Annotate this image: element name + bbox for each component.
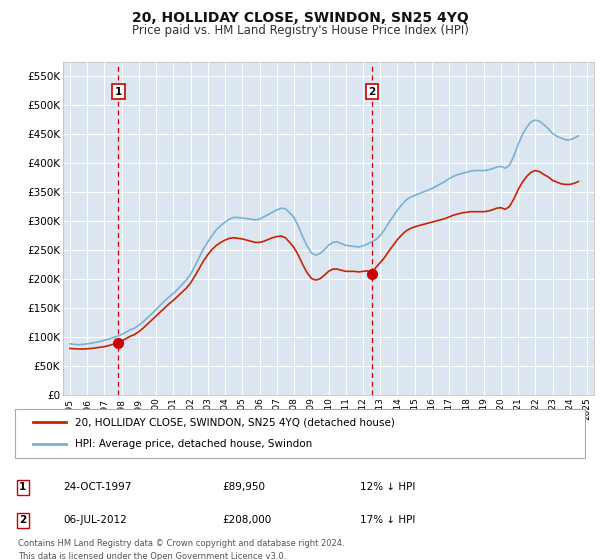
Text: 06-JUL-2012: 06-JUL-2012 (63, 515, 127, 525)
FancyBboxPatch shape (15, 409, 585, 459)
Text: £208,000: £208,000 (222, 515, 271, 525)
Text: 2: 2 (368, 87, 376, 96)
Text: 17% ↓ HPI: 17% ↓ HPI (360, 515, 415, 525)
Text: 2: 2 (19, 515, 26, 525)
Text: 20, HOLLIDAY CLOSE, SWINDON, SN25 4YQ (detached house): 20, HOLLIDAY CLOSE, SWINDON, SN25 4YQ (d… (75, 417, 395, 427)
Text: £89,950: £89,950 (222, 482, 265, 492)
Text: Contains HM Land Registry data © Crown copyright and database right 2024.
This d: Contains HM Land Registry data © Crown c… (18, 539, 344, 560)
Text: Price paid vs. HM Land Registry's House Price Index (HPI): Price paid vs. HM Land Registry's House … (131, 24, 469, 38)
Text: 24-OCT-1997: 24-OCT-1997 (63, 482, 131, 492)
Text: 1: 1 (19, 482, 26, 492)
Text: 12% ↓ HPI: 12% ↓ HPI (360, 482, 415, 492)
Text: HPI: Average price, detached house, Swindon: HPI: Average price, detached house, Swin… (75, 440, 312, 449)
Text: 1: 1 (115, 87, 122, 96)
Text: 20, HOLLIDAY CLOSE, SWINDON, SN25 4YQ: 20, HOLLIDAY CLOSE, SWINDON, SN25 4YQ (131, 11, 469, 25)
